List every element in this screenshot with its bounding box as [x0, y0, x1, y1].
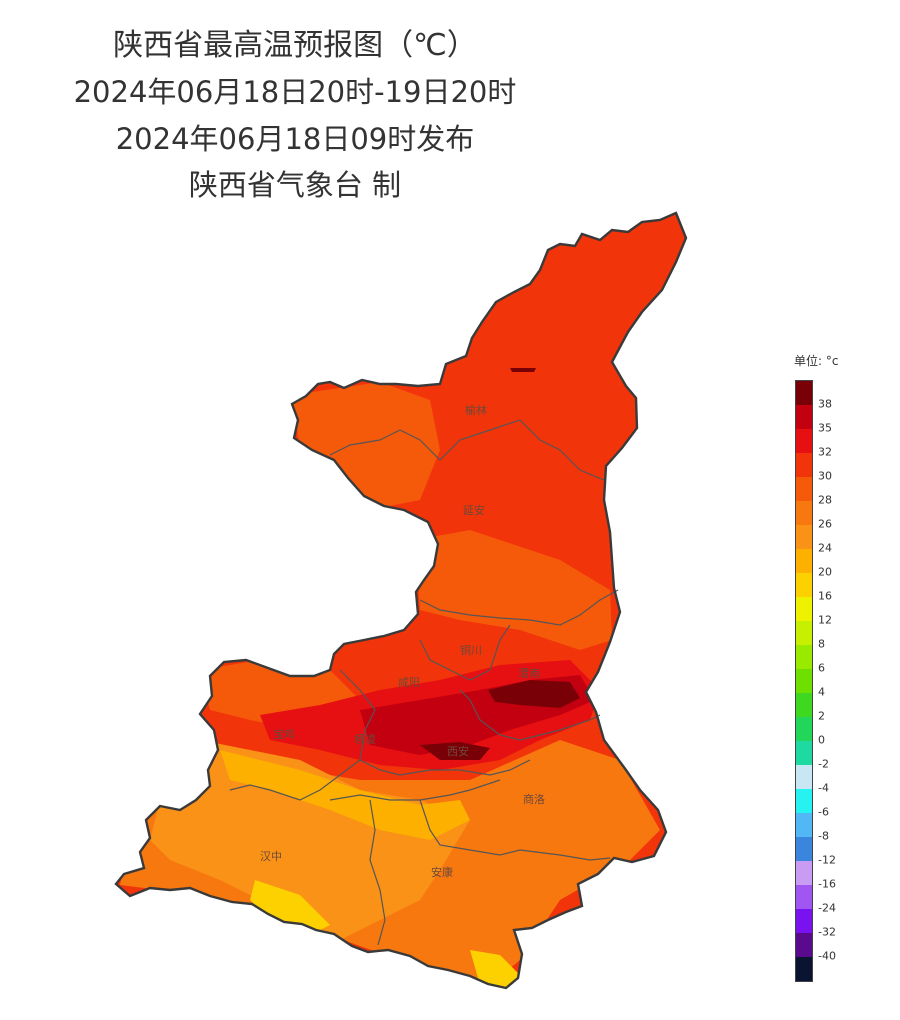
legend-swatch	[796, 693, 812, 717]
legend-swatch	[796, 381, 812, 405]
legend-label: -4	[818, 781, 829, 795]
city-labels: 榆林 延安 铜川 渭南 咸阳 宝鸡 杨凌 西安 商洛 汉中 安康	[260, 403, 545, 879]
city-label-yangling: 杨凌	[354, 732, 376, 746]
legend-swatch	[796, 813, 812, 837]
legend-label: -40	[818, 949, 836, 963]
legend-swatch	[796, 765, 812, 789]
legend-color-bar	[795, 380, 813, 982]
legend-swatch	[796, 717, 812, 741]
city-label-ankang: 安康	[431, 865, 453, 879]
map-title: 陕西省最高温预报图（℃）	[113, 28, 477, 63]
temperature-fill	[116, 213, 686, 988]
legend-swatch	[796, 789, 812, 813]
legend-unit: 单位: °c	[794, 354, 839, 368]
legend-swatch	[796, 909, 812, 933]
city-label-xian: 西安	[447, 744, 469, 758]
city-label-weinan: 渭南	[518, 667, 540, 680]
legend-label: 35	[818, 421, 832, 435]
legend-swatch	[796, 501, 812, 525]
publish-time: 2024年06月18日09时发布	[115, 122, 475, 156]
province-outline	[114, 211, 688, 990]
legend-swatch	[796, 957, 812, 981]
legend-label: 6	[818, 661, 825, 675]
legend-label: -24	[818, 901, 836, 915]
legend-swatch	[796, 525, 812, 549]
legend-label: 24	[818, 541, 832, 555]
prefecture-borders	[229, 419, 619, 946]
city-label-xianyang: 咸阳	[398, 676, 420, 689]
legend-swatch	[796, 621, 812, 645]
legend-label: -12	[818, 853, 836, 867]
legend-swatch	[796, 741, 812, 765]
legend-label: -8	[818, 829, 829, 843]
city-label-hanzhong: 汉中	[260, 850, 282, 863]
legend-label: 12	[818, 613, 832, 627]
issuer: 陕西省气象台 制	[188, 168, 402, 202]
legend-label: 8	[818, 637, 825, 651]
legend-label: 28	[818, 493, 832, 507]
legend-swatch	[796, 861, 812, 885]
legend-label: 32	[818, 445, 832, 459]
legend-label: 26	[818, 517, 832, 531]
legend-label: 16	[818, 589, 832, 603]
legend-swatch	[796, 933, 812, 957]
legend-swatch	[796, 837, 812, 861]
city-label-shangluo: 商洛	[523, 792, 545, 806]
legend-label: 30	[818, 469, 832, 483]
legend-label: 2	[818, 709, 825, 723]
city-label-yanan: 延安	[463, 503, 485, 517]
legend-swatch	[796, 645, 812, 669]
legend-swatch	[796, 573, 812, 597]
city-label-tongchuan: 铜川	[460, 643, 482, 657]
legend-swatch	[796, 477, 812, 501]
legend-label: 0	[818, 733, 825, 747]
legend-label: -32	[818, 925, 836, 939]
legend-swatch	[796, 597, 812, 621]
legend-label: 4	[818, 685, 825, 699]
city-label-baoji: 宝鸡	[273, 727, 295, 741]
city-label-yulin: 榆林	[465, 403, 487, 417]
legend-label: 20	[818, 565, 832, 579]
legend-swatch	[796, 549, 812, 573]
legend-swatch	[796, 429, 812, 453]
legend-label: -16	[818, 877, 836, 891]
legend-swatch	[796, 885, 812, 909]
legend-swatch	[796, 405, 812, 429]
legend-label: -6	[818, 805, 829, 819]
legend-swatch	[796, 453, 812, 477]
legend-label: 38	[818, 397, 832, 411]
legend-swatch	[796, 669, 812, 693]
forecast-period: 2024年06月18日20时-19日20时	[73, 75, 517, 109]
legend-labels: 38 35 32 30 28 26 24 20 16 12 8 6 4 2 0 -2 -4 -6 -8 -12 -16-…	[818, 380, 858, 980]
legend-label: -2	[818, 757, 829, 771]
